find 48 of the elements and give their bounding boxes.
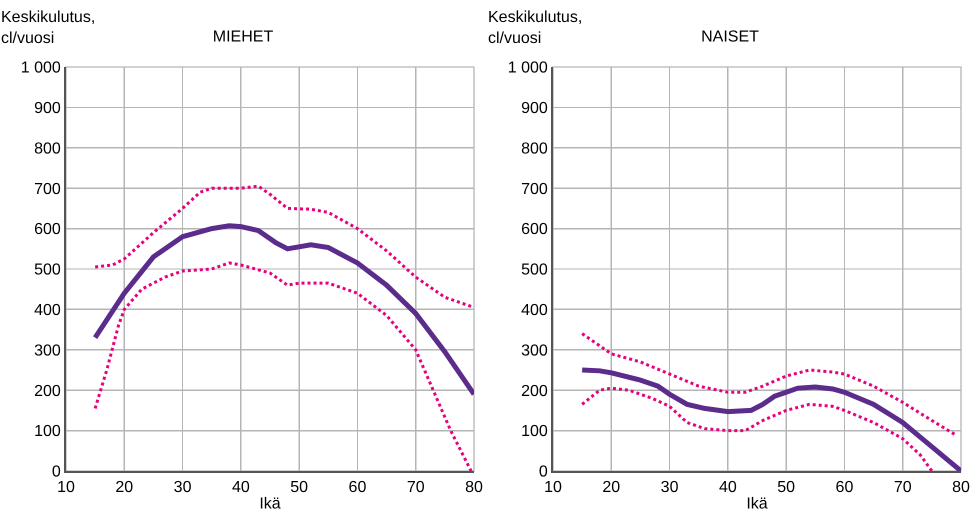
y-tick-label: 200 xyxy=(521,382,548,400)
y-tick-label: 300 xyxy=(521,342,548,360)
x-tick-label: 40 xyxy=(718,479,737,496)
x-tick-label: 60 xyxy=(836,479,854,496)
y-tick-label: 200 xyxy=(34,382,61,400)
y-tick-label: 600 xyxy=(521,221,548,238)
x-axis-title: Ikä xyxy=(746,495,768,512)
y-tick-label: 800 xyxy=(521,140,548,158)
y-tick-label: 0 xyxy=(538,464,548,481)
y-tick-label: 700 xyxy=(521,180,548,198)
y-tick-label: 900 xyxy=(521,100,548,117)
line-series xyxy=(94,184,474,309)
line-series xyxy=(580,386,934,471)
x-tick-label: 80 xyxy=(952,479,970,496)
x-tick-label: 70 xyxy=(406,479,425,496)
y-tick-label: 0 xyxy=(52,464,61,481)
x-axis-title: Ikä xyxy=(259,495,281,512)
x-tick-label: 20 xyxy=(115,479,134,496)
y-tick-label: 1 000 xyxy=(508,60,548,77)
x-tick-label: 70 xyxy=(894,479,912,496)
y-tick-label: 600 xyxy=(34,221,61,238)
line-series xyxy=(580,332,957,436)
x-tick-label: 80 xyxy=(465,479,483,496)
x-tick-label: 30 xyxy=(660,479,679,496)
y-tick-label: 500 xyxy=(34,262,61,279)
y-tick-label: 800 xyxy=(34,140,61,158)
x-tick-label: 50 xyxy=(290,479,308,496)
y-tick-label: 1 000 xyxy=(20,60,61,77)
chart-title: MIEHET xyxy=(212,28,274,46)
x-tick-label: 20 xyxy=(602,479,620,496)
chart-title: NAISET xyxy=(701,28,760,46)
x-tick-label: 50 xyxy=(777,479,796,496)
y-tick-label: 500 xyxy=(521,262,548,279)
y-tick-label: 900 xyxy=(34,100,61,117)
y-axis-title: Keskikulutus, cl/vuosi xyxy=(1,9,96,47)
x-tick-label: 10 xyxy=(57,479,75,496)
y-tick-label: 300 xyxy=(34,342,61,360)
y-tick-label: 700 xyxy=(34,180,61,198)
y-tick-label: 400 xyxy=(521,302,548,319)
y-tick-label: 100 xyxy=(34,423,61,440)
x-tick-label: 40 xyxy=(232,479,250,496)
x-tick-label: 60 xyxy=(348,479,366,496)
y-axis-title: Keskikulutus, cl/vuosi xyxy=(488,9,582,47)
y-tick-label: 400 xyxy=(34,302,61,319)
y-tick-label: 100 xyxy=(521,423,548,440)
x-tick-label: 10 xyxy=(544,479,562,496)
line-series xyxy=(94,261,473,471)
x-tick-label: 30 xyxy=(174,479,192,496)
